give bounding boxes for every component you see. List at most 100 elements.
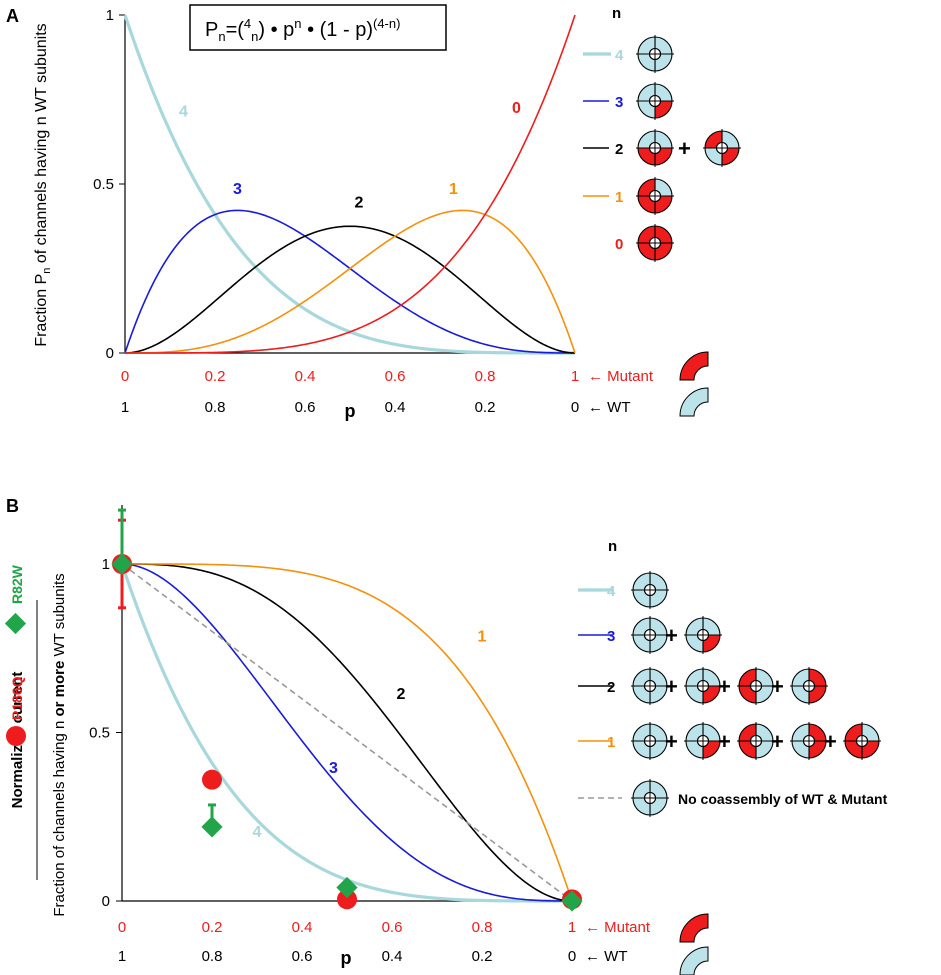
legend-a-label-n4: 4 xyxy=(615,47,624,64)
curve-n0 xyxy=(125,14,576,354)
curve-no-coassembly xyxy=(121,563,573,902)
p186q-point xyxy=(337,889,357,910)
panel-a-curves xyxy=(123,14,576,355)
panel-a-curve-labels: 4 3 2 1 0 xyxy=(179,100,521,212)
curve-label-cum-n3: 3 xyxy=(329,760,338,777)
x-tick-mutant: 0 xyxy=(118,919,126,936)
curve-cum-n3 xyxy=(121,563,572,902)
panel-b-scatter xyxy=(111,508,583,912)
panel-b-curves xyxy=(120,563,573,903)
panel-b-mutant-label: ← Mutant xyxy=(585,919,651,936)
curve-label-n2: 2 xyxy=(355,195,364,212)
curve-n4 xyxy=(123,14,575,355)
curve-label-n4: 4 xyxy=(179,103,188,120)
curve-cum-n1 xyxy=(122,563,573,902)
formula-box xyxy=(189,4,447,51)
panel-b-label: B xyxy=(6,496,19,516)
legend-b-icon xyxy=(631,616,669,654)
curve-label-cum-n1: 1 xyxy=(478,629,487,646)
x-tick-mutant: 0.6 xyxy=(385,368,406,385)
mutant-subunit-icon-b xyxy=(679,913,709,943)
x-tick-wt: 0.8 xyxy=(202,948,223,965)
legend-b-icon xyxy=(790,722,828,760)
legend-a-label-n2: 2 xyxy=(615,141,623,158)
legend-b-icon xyxy=(843,722,881,760)
panel-a-legend-header: n xyxy=(612,5,621,22)
y-tick-label: 0.5 xyxy=(93,176,114,193)
legend-b-plus: + xyxy=(718,729,731,754)
curve-n2 xyxy=(124,225,576,354)
p186q-legend-label: P186Q xyxy=(9,676,25,720)
x-tick-wt: 0 xyxy=(571,399,579,416)
legend-b-plus: + xyxy=(824,729,837,754)
legend-b-icon xyxy=(684,722,722,760)
p186q-point xyxy=(202,769,222,790)
legend-b-label-n1: 1 xyxy=(607,734,615,751)
p186q-legend-marker xyxy=(6,726,26,746)
curve-label-n3: 3 xyxy=(233,181,242,198)
formula-text: Pn=(4n) • pn • (1 - p)(4-n) xyxy=(205,16,400,44)
x-tick-mutant: 1 xyxy=(571,368,579,385)
legend-a-label-n3: 3 xyxy=(615,94,623,111)
panel-a-legend: 4 3 2 +1 0 xyxy=(583,35,741,262)
x-tick-wt: 0.4 xyxy=(385,399,406,416)
r82w-point xyxy=(111,553,133,575)
x-tick-mutant: 0.2 xyxy=(205,368,226,385)
panel-b-legend-header: n xyxy=(608,538,617,555)
legend-a-icon-n3 xyxy=(636,82,674,120)
legend-b-no-coassembly-label: No coassembly of WT & Mutant xyxy=(678,791,888,807)
legend-a-icon-n2-alt xyxy=(703,129,741,167)
y-tick-label: 0 xyxy=(106,345,114,362)
x-tick-wt: 1 xyxy=(118,948,126,965)
y-tick-label: 1 xyxy=(106,7,114,24)
wt-subunit-icon-b xyxy=(679,946,709,975)
x-tick-mutant: 0 xyxy=(121,368,129,385)
panel-a-mutant-label: ← Mutant xyxy=(588,368,654,385)
panel-a-wt-label: ← WT xyxy=(588,399,631,416)
legend-b-icon xyxy=(631,571,669,609)
r82w-point xyxy=(561,890,583,912)
r82w-legend-label: R82W xyxy=(9,564,25,604)
x-tick-mutant: 0.2 xyxy=(202,919,223,936)
curve-label-cum-n4: 4 xyxy=(253,824,262,841)
legend-a-label-n0: 0 xyxy=(615,236,623,253)
legend-b-label-n2: 2 xyxy=(607,679,615,696)
legend-b-plus: + xyxy=(771,729,784,754)
panel-a-xlabel: p xyxy=(345,401,356,421)
curve-label-n0: 0 xyxy=(512,100,521,117)
mutant-subunit-icon xyxy=(679,351,709,381)
legend-b-icon xyxy=(790,667,828,705)
legend-a-plus: + xyxy=(678,136,691,161)
panel-a-label: A xyxy=(6,6,19,26)
wt-subunit-icon xyxy=(679,387,709,417)
panel-a-y-ticks: 00.51 xyxy=(93,7,125,362)
legend-b-icon xyxy=(737,722,775,760)
y-tick-label: 0.5 xyxy=(89,725,110,742)
legend-b-icon xyxy=(631,722,669,760)
x-tick-wt: 0.2 xyxy=(472,948,493,965)
legend-b-plus: + xyxy=(665,729,678,754)
legend-a-icon-n2 xyxy=(636,129,674,167)
x-tick-wt: 0.6 xyxy=(292,948,313,965)
x-tick-mutant: 0.8 xyxy=(475,368,496,385)
legend-b-icon xyxy=(631,779,669,817)
r82w-legend-marker xyxy=(4,612,27,635)
y-tick-label: 0 xyxy=(102,893,110,910)
x-tick-mutant: 0.8 xyxy=(472,919,493,936)
panel-b-legend: 4 3 +2 + + +1 + + + + No coassembly of WT & Mutant xyxy=(578,571,888,817)
x-tick-wt: 0.8 xyxy=(205,399,226,416)
r82w-point xyxy=(201,816,223,838)
legend-b-plus: + xyxy=(771,674,784,699)
legend-b-label-n4: 4 xyxy=(607,583,616,600)
x-tick-wt: 0.4 xyxy=(382,948,403,965)
legend-b-icon xyxy=(737,667,775,705)
curve-n1 xyxy=(125,209,576,354)
panel-b-xlabel: p xyxy=(341,948,352,968)
x-tick-wt: 1 xyxy=(121,399,129,416)
x-tick-wt: 0 xyxy=(568,948,576,965)
x-tick-wt: 0.6 xyxy=(295,399,316,416)
curve-label-n1: 1 xyxy=(449,181,458,198)
panel-a-ylabel: Fraction Pn of channels having n WT subu… xyxy=(33,23,53,346)
x-tick-mutant: 1 xyxy=(568,919,576,936)
